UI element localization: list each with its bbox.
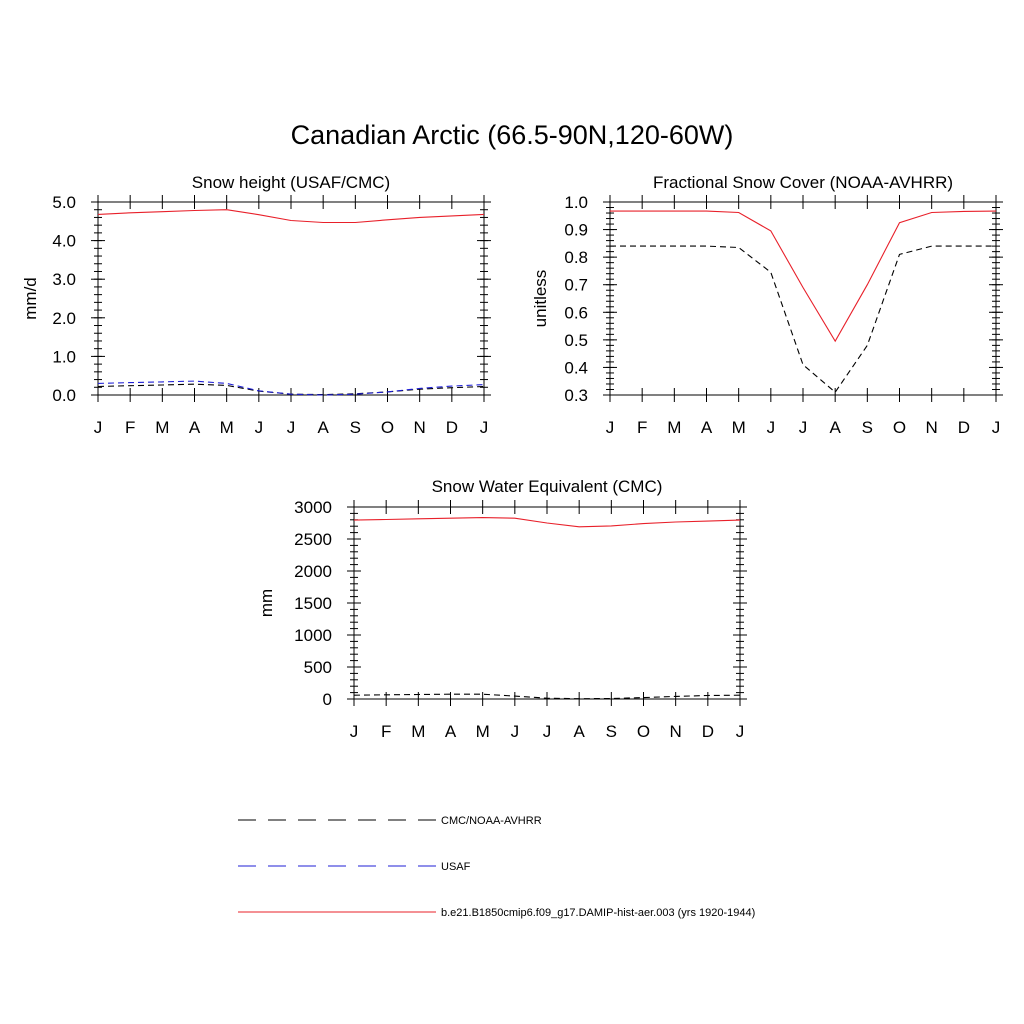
y-tick-label: 0.0	[52, 386, 76, 405]
x-tick-label: J	[94, 418, 103, 437]
x-tick-label: M	[667, 418, 681, 437]
y-tick-label: 1.0	[564, 193, 588, 212]
x-tick-label: F	[125, 418, 135, 437]
series-line-b-e21-b1850cmip6-f09-g17	[353, 517, 741, 528]
x-tick-label: M	[411, 722, 425, 741]
y-tick-label: 0	[323, 690, 332, 709]
x-tick-label: F	[381, 722, 391, 741]
x-tick-label: J	[606, 418, 615, 437]
panel-title: Snow height (USAF/CMC)	[192, 173, 390, 192]
x-tick-label: J	[287, 418, 296, 437]
x-tick-label: S	[350, 418, 361, 437]
series-line-b-e21-b1850cmip6-f09-g17	[97, 209, 485, 224]
legend-label-2: USAF	[441, 861, 471, 873]
plot-panel-2: Fractional Snow Cover (NOAA-AVHRR) unitle…	[531, 173, 1003, 437]
y-tick-label: 0.9	[564, 221, 588, 240]
legend-label-3: b.e21.B1850cmip6.f09_g17.DAMIP-hist-aer.…	[441, 907, 755, 919]
panel-title: Snow Water Equivalent (CMC)	[432, 477, 663, 496]
x-tick-label: O	[893, 418, 906, 437]
x-tick-label: N	[414, 418, 426, 437]
y-axis-label: unitless	[531, 270, 550, 328]
x-tick-label: S	[862, 418, 873, 437]
y-tick-label: 1500	[294, 594, 332, 613]
y-tick-label: 2500	[294, 530, 332, 549]
x-tick-label: M	[220, 418, 234, 437]
plot-panel-3: Snow Water Equivalent (CMC)mmJ F M A M J J A S O N…	[257, 477, 747, 741]
y-tick-label: 2.0	[52, 309, 76, 328]
y-axis-label: mm/d	[21, 277, 40, 320]
panel-title: Fractional Snow Cover (NOAA-AVHRR)	[653, 173, 953, 192]
series-line-b-e21-b1850cmip6-f09-g17	[610, 210, 997, 343]
x-tick-label: M	[155, 418, 169, 437]
x-tick-label: J	[736, 722, 745, 741]
y-tick-label: 500	[304, 658, 332, 677]
y-tick-label: 2000	[294, 562, 332, 581]
x-tick-label: F	[637, 418, 647, 437]
x-tick-label: J	[480, 418, 489, 437]
x-tick-label: N	[926, 418, 938, 437]
y-tick-label: 0.3	[564, 386, 588, 405]
y-tick-label: 3.0	[52, 270, 76, 289]
x-tick-label: J	[543, 722, 552, 741]
y-tick-label: 3000	[294, 498, 332, 517]
series-line-cmc-noaa-avhrr	[353, 693, 741, 700]
plot-panel-1: Snow height (USAF/CMC)mm/dJ F M A M J J A S O N D J0…	[21, 173, 491, 437]
x-tick-label: J	[255, 418, 264, 437]
x-tick-label: A	[701, 418, 713, 437]
x-tick-label: M	[476, 722, 490, 741]
x-tick-label: A	[317, 418, 329, 437]
x-tick-label: O	[637, 722, 650, 741]
x-tick-label: M	[732, 418, 746, 437]
plot-frame	[353, 506, 741, 700]
x-tick-label: O	[381, 418, 394, 437]
y-axis-label: mm	[257, 589, 276, 617]
x-tick-label: D	[446, 418, 458, 437]
x-tick-label: A	[189, 418, 201, 437]
legend: CMC/NOAA-AVHRR USAF b.e21.B1850cmip6.f09_g…	[238, 815, 755, 919]
y-tick-label: 0.5	[564, 331, 588, 350]
x-tick-label: J	[350, 722, 359, 741]
plots-layer: Snow height (USAF/CMC)mm/dJ F M A M J J A S O N D J0…	[21, 173, 1003, 741]
y-tick-label: 0.4	[564, 358, 588, 377]
x-tick-label: J	[767, 418, 776, 437]
series-line-cmc-noaa-avhrr	[610, 245, 996, 394]
x-tick-label: N	[670, 722, 682, 741]
x-tick-label: J	[799, 418, 808, 437]
y-tick-label: 4.0	[52, 232, 76, 251]
y-tick-label: 5.0	[52, 193, 76, 212]
plot-frame	[97, 201, 485, 396]
x-tick-label: S	[606, 722, 617, 741]
y-tick-label: 1000	[294, 626, 332, 645]
x-tick-label: A	[573, 722, 585, 741]
x-tick-label: J	[511, 722, 520, 741]
x-tick-label: J	[992, 418, 1001, 437]
y-tick-label: 0.8	[564, 248, 588, 267]
x-tick-label: D	[958, 418, 970, 437]
y-tick-label: 1.0	[52, 347, 76, 366]
y-tick-label: 0.7	[564, 276, 588, 295]
x-tick-label: D	[702, 722, 714, 741]
x-tick-label: A	[445, 722, 457, 741]
x-tick-label: A	[829, 418, 841, 437]
figure-title: Canadian Arctic (66.5-90N,120-60W)	[290, 120, 734, 150]
y-tick-label: 0.6	[564, 303, 588, 322]
legend-label-1: CMC/NOAA-AVHRR	[441, 815, 542, 827]
plot-frame	[609, 201, 997, 396]
series-line-usaf	[97, 380, 485, 396]
